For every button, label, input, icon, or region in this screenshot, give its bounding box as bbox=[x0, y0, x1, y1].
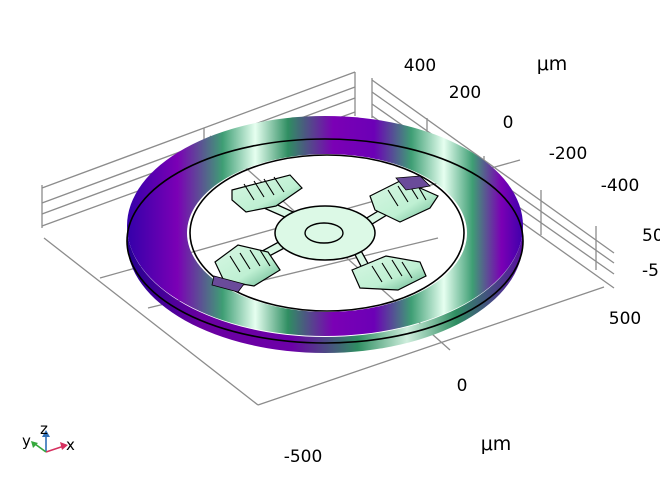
proof-mass bbox=[274, 205, 376, 261]
triad-z-label: z bbox=[40, 420, 48, 438]
comb-drive-nw bbox=[231, 174, 303, 213]
device-geometry[interactable] bbox=[126, 116, 524, 353]
comb-drive-ne bbox=[369, 175, 439, 223]
triad-x-label: x bbox=[66, 436, 75, 454]
x-tick-label: 0 bbox=[457, 376, 468, 396]
ground-outline-outer bbox=[126, 138, 524, 344]
x-tick-label: -500 bbox=[284, 447, 323, 467]
x-axis-unit: μm bbox=[481, 433, 512, 455]
triad-y-label: y bbox=[22, 432, 31, 450]
z-tick-label: -5 bbox=[642, 261, 659, 281]
z-axis-tick-labels: 50 -5 bbox=[642, 226, 660, 281]
y-tick-label: 400 bbox=[404, 56, 436, 76]
y-tick-label: -400 bbox=[601, 176, 640, 196]
y-axis-unit: μm bbox=[537, 53, 568, 75]
comb-drive-sw bbox=[211, 244, 281, 293]
proof-mass-hole bbox=[304, 222, 344, 244]
y-tick-label: 200 bbox=[449, 83, 481, 103]
y-tick-label: 0 bbox=[503, 113, 514, 133]
y-tick-label: -200 bbox=[549, 144, 588, 164]
y-axis-tick-labels: 400 200 0 -200 -400 μm bbox=[404, 53, 640, 196]
ground-outline-inner bbox=[189, 154, 465, 312]
x-tick-label: 500 bbox=[609, 309, 641, 329]
x-axis-tick-labels: 500 0 -500 μm bbox=[284, 309, 642, 467]
z-tick-label: 50 bbox=[642, 226, 660, 246]
axis-triad-icon: z x y bbox=[22, 420, 75, 454]
comb-drive-se bbox=[351, 255, 427, 291]
